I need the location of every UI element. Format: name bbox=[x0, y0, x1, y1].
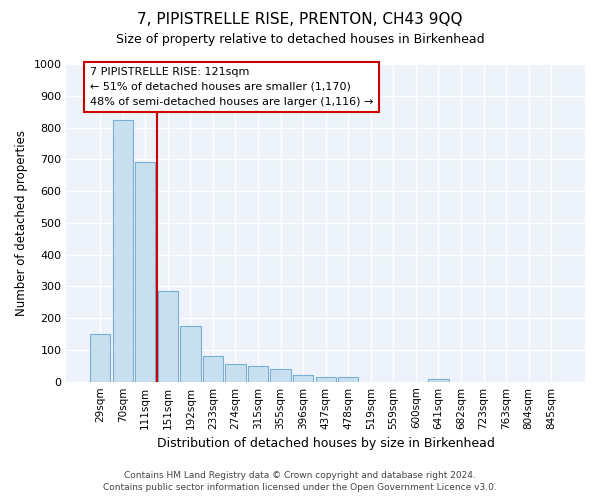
Bar bbox=[158, 291, 178, 382]
Bar bbox=[180, 326, 200, 382]
X-axis label: Distribution of detached houses by size in Birkenhead: Distribution of detached houses by size … bbox=[157, 437, 494, 450]
Bar bbox=[293, 376, 313, 382]
Text: Contains HM Land Registry data © Crown copyright and database right 2024.
Contai: Contains HM Land Registry data © Crown c… bbox=[103, 471, 497, 492]
Bar bbox=[203, 356, 223, 382]
Bar bbox=[113, 120, 133, 382]
Bar bbox=[90, 334, 110, 382]
Bar bbox=[428, 378, 449, 382]
Text: Size of property relative to detached houses in Birkenhead: Size of property relative to detached ho… bbox=[116, 32, 484, 46]
Text: 7, PIPISTRELLE RISE, PRENTON, CH43 9QQ: 7, PIPISTRELLE RISE, PRENTON, CH43 9QQ bbox=[137, 12, 463, 28]
Bar bbox=[271, 369, 291, 382]
Bar bbox=[226, 364, 245, 382]
Bar bbox=[316, 377, 336, 382]
Bar bbox=[135, 162, 155, 382]
Text: 7 PIPISTRELLE RISE: 121sqm
← 51% of detached houses are smaller (1,170)
48% of s: 7 PIPISTRELLE RISE: 121sqm ← 51% of deta… bbox=[90, 67, 373, 107]
Bar bbox=[338, 377, 358, 382]
Bar bbox=[248, 366, 268, 382]
Y-axis label: Number of detached properties: Number of detached properties bbox=[15, 130, 28, 316]
